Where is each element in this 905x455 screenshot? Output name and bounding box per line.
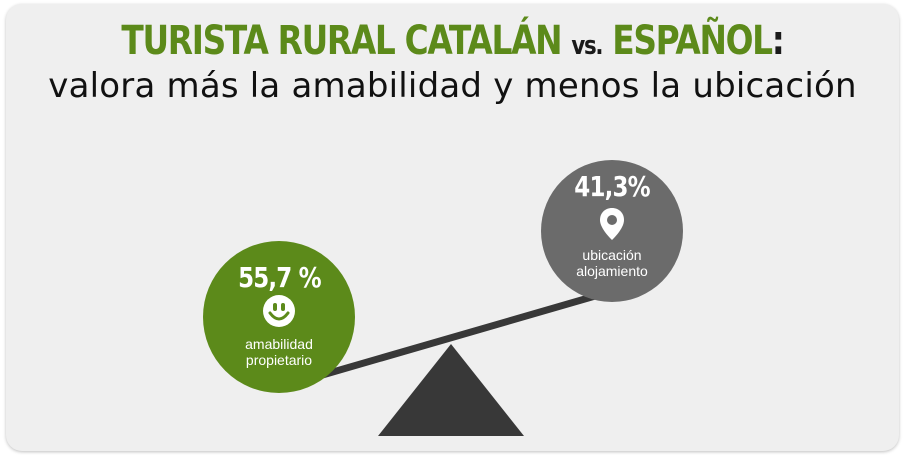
subtitle: valora más la amabilidad y menos la ubic… xyxy=(48,66,857,106)
ubicacion-label-line1: ubicación xyxy=(582,247,642,263)
seesaw-fulcrum xyxy=(378,344,524,436)
ubicacion-circle: 41,3% ubicación alojamiento xyxy=(541,160,683,302)
infographic-card: TURISTA RURAL CATALÁN vs. ESPAÑOL: valor… xyxy=(6,4,899,451)
ubicacion-label-line2: alojamiento xyxy=(576,263,648,279)
ubicacion-value: 41,3% xyxy=(574,170,650,203)
title-part-catalan: TURISTA RURAL CATALÁN xyxy=(121,18,562,64)
amabilidad-value: 55,7 % xyxy=(237,261,322,294)
seesaw-illustration xyxy=(284,288,613,436)
amabilidad-label-line2: propietario xyxy=(245,352,313,368)
smiley-face-icon xyxy=(263,295,295,327)
title-part-espanol: ESPAÑOL xyxy=(612,18,773,64)
title: TURISTA RURAL CATALÁN vs. ESPAÑOL: xyxy=(86,18,818,69)
amabilidad-circle: 55,7 % amabilidad propietario xyxy=(203,241,355,393)
amabilidad-label-line1: amabilidad xyxy=(245,336,313,352)
title-colon: : xyxy=(771,18,785,64)
seesaw-beam xyxy=(284,288,613,389)
title-vs: vs. xyxy=(571,31,603,61)
location-pin-icon xyxy=(600,208,624,240)
